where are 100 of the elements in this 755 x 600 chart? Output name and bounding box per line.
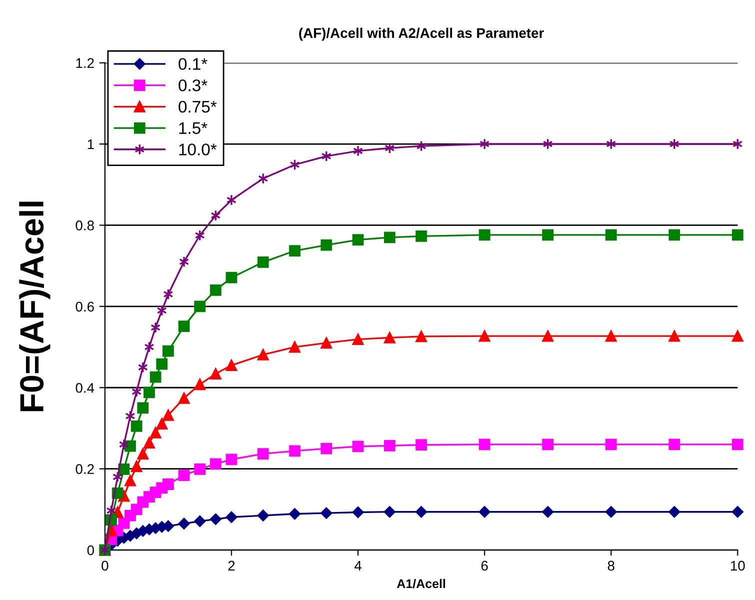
point <box>352 506 364 518</box>
point <box>257 510 269 522</box>
point <box>210 458 222 470</box>
legend-label: 0.1* <box>178 58 208 70</box>
point <box>605 330 617 342</box>
point <box>320 442 332 454</box>
point <box>226 272 238 284</box>
point <box>137 402 149 414</box>
point <box>130 460 142 472</box>
point <box>194 515 206 527</box>
point <box>178 470 190 482</box>
point <box>542 506 554 518</box>
point <box>162 410 174 421</box>
point <box>605 506 617 518</box>
legend-label: 0.3* <box>178 79 208 92</box>
point <box>478 330 490 342</box>
point <box>384 232 396 244</box>
x-tick-label: 8 <box>608 560 614 571</box>
point <box>320 507 332 519</box>
point <box>352 440 364 452</box>
chart-title: (AF)/Acell with A2/Acell as Parameter <box>299 28 544 41</box>
x-tick-label: 2 <box>228 560 235 570</box>
point <box>289 508 300 520</box>
point <box>210 513 222 525</box>
point <box>118 438 129 450</box>
point <box>178 392 190 404</box>
point <box>124 474 136 486</box>
point <box>605 438 617 450</box>
legend-label: 1.5* <box>179 122 208 134</box>
point <box>416 330 427 342</box>
point <box>289 245 300 256</box>
point <box>668 330 680 342</box>
point <box>257 349 269 360</box>
point <box>257 448 269 460</box>
point <box>416 230 427 242</box>
point <box>416 439 427 451</box>
point <box>226 454 238 466</box>
point <box>289 341 300 353</box>
point <box>320 337 332 349</box>
point <box>178 320 190 332</box>
legend-label: 0.75* <box>178 100 217 113</box>
point <box>352 234 364 246</box>
point <box>194 378 206 390</box>
y-axis-title: F0=(AF)/Acell <box>19 202 50 412</box>
point <box>732 330 744 342</box>
y-tick-label: 0.6 <box>76 302 94 312</box>
y-tick-label: 0.2 <box>76 464 94 474</box>
point <box>144 437 155 449</box>
point <box>352 334 364 345</box>
x-tick-label: 0 <box>102 560 108 571</box>
point <box>478 506 490 518</box>
point <box>156 358 168 370</box>
point <box>542 438 554 450</box>
x-tick-label: 6 <box>481 560 488 571</box>
point <box>668 506 680 518</box>
point <box>162 345 174 357</box>
point <box>144 386 155 398</box>
point <box>384 506 396 518</box>
point <box>732 506 744 518</box>
point <box>150 426 162 438</box>
point <box>732 229 744 241</box>
point <box>210 368 222 380</box>
point <box>732 438 744 450</box>
y-tick-label: 1 <box>88 139 94 150</box>
point <box>156 418 168 430</box>
point <box>226 194 237 206</box>
legend-label: 10.0* <box>179 144 217 156</box>
point <box>668 438 680 450</box>
point <box>668 229 680 241</box>
point <box>384 332 396 344</box>
point <box>289 445 300 457</box>
x-tick-label: 4 <box>354 560 362 570</box>
point <box>210 284 222 296</box>
x-tick-label: 10 <box>730 560 745 571</box>
point <box>194 300 206 312</box>
point <box>320 239 332 251</box>
y-tick-label: 0 <box>87 545 94 556</box>
point <box>605 229 617 241</box>
point <box>542 330 554 342</box>
point <box>226 360 238 371</box>
point <box>130 420 142 432</box>
point <box>542 229 554 241</box>
point <box>194 464 206 475</box>
point <box>150 322 161 334</box>
point <box>150 371 162 383</box>
point <box>162 478 174 490</box>
point <box>416 506 428 518</box>
point <box>178 518 190 530</box>
y-tick-label: 1.2 <box>76 58 94 68</box>
point <box>257 256 269 268</box>
point <box>226 511 238 523</box>
point <box>478 229 490 241</box>
y-tick-label: 0.4 <box>76 382 94 393</box>
point <box>480 138 490 150</box>
point <box>137 448 149 460</box>
point <box>132 386 142 398</box>
point <box>384 440 396 452</box>
y-tick-label: 0.8 <box>76 220 94 230</box>
point <box>352 145 364 157</box>
point <box>478 438 490 450</box>
